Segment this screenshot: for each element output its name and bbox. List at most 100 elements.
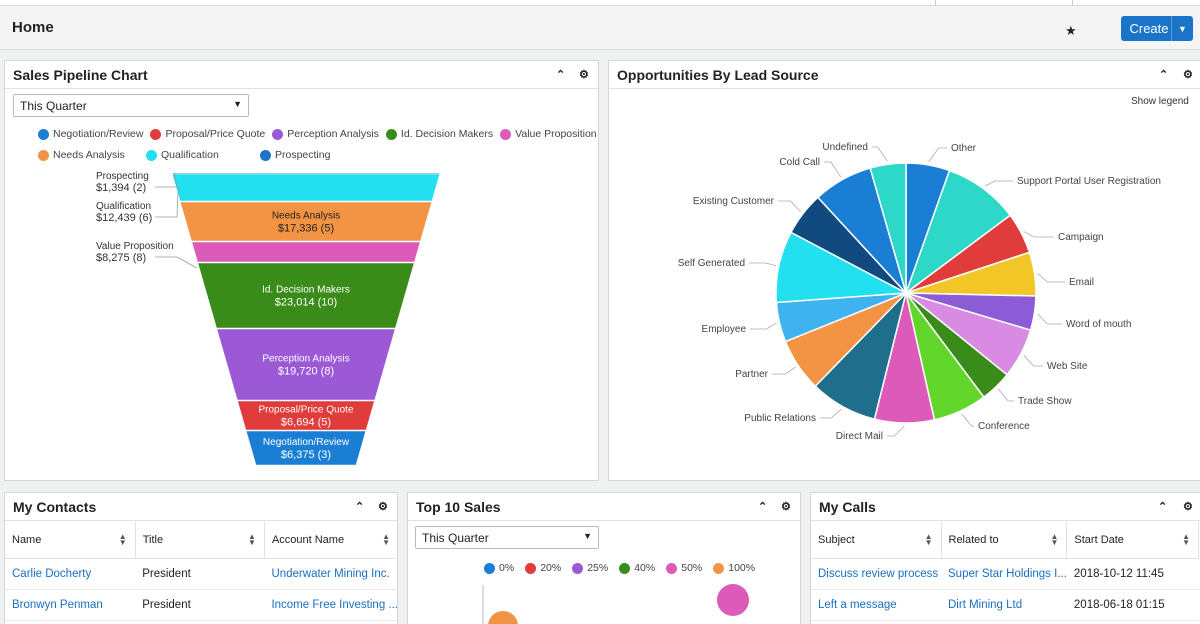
- dashlet-header: My Contacts ⌃ ⚙: [5, 493, 397, 521]
- funnel-stage-id-decision-makers[interactable]: [197, 262, 415, 329]
- contact-name-link[interactable]: Carlie Docherty: [5, 558, 136, 590]
- create-label[interactable]: Create: [1129, 21, 1169, 36]
- pie-label: Public Relations: [744, 413, 816, 424]
- top-sales-period-select[interactable]: This Quarter ▼: [415, 526, 599, 549]
- gear-icon[interactable]: ⚙: [378, 501, 388, 513]
- column-header-name[interactable]: Name ▲ ▼: [5, 522, 136, 559]
- funnel-stage-needs-analysis[interactable]: [180, 201, 432, 242]
- top-sales-legend: 0% 20% 25% 40% 50% 100%: [484, 562, 755, 574]
- divider: [935, 0, 936, 6]
- column-label: Start Date: [1074, 533, 1124, 546]
- dashlet-title: Sales Pipeline Chart: [13, 67, 148, 83]
- legend-item[interactable]: 25%: [572, 562, 608, 574]
- legend-swatch: [484, 562, 495, 574]
- sort-icon[interactable]: ▲ ▼: [1182, 532, 1190, 547]
- pie-slice-support-portal-user-registration[interactable]: [904, 169, 1012, 296]
- create-dropdown-caret-icon[interactable]: ▼: [1178, 23, 1187, 34]
- sort-icon[interactable]: ▲ ▼: [248, 532, 256, 547]
- gear-icon[interactable]: ⚙: [1183, 501, 1193, 513]
- account-link[interactable]: Income Free Investing ...: [264, 589, 398, 621]
- legend-item[interactable]: Needs Analysis: [38, 149, 146, 161]
- gear-icon[interactable]: ⚙: [579, 69, 589, 81]
- legend-swatch: [146, 149, 157, 161]
- legend-item[interactable]: Perception Analysis: [272, 128, 379, 140]
- dashlet-title: Opportunities By Lead Source: [617, 67, 819, 83]
- favorite-star-icon[interactable]: ★: [1065, 23, 1077, 38]
- legend-label: Perception Analysis: [287, 128, 379, 140]
- page-header: Home ★ Create ▼: [0, 6, 1200, 50]
- legend-item[interactable]: Proposal/Price Quote: [150, 128, 265, 140]
- sort-icon[interactable]: ▲ ▼: [382, 532, 390, 547]
- create-button[interactable]: Create ▼: [1121, 16, 1193, 41]
- funnel-stage-value: $6,694 (5): [281, 417, 331, 429]
- column-header-title[interactable]: Title ▲ ▼: [135, 522, 265, 559]
- sort-icon[interactable]: ▲ ▼: [924, 532, 933, 547]
- leader-line: [749, 262, 776, 267]
- top-strip: [0, 0, 1200, 6]
- column-header-start-date[interactable]: Start Date ▲ ▼: [1066, 522, 1199, 559]
- dashlet-title: My Contacts: [13, 499, 97, 515]
- dashlet-header: Sales Pipeline Chart ⌃ ⚙: [5, 61, 598, 89]
- pie-label: Word of mouth: [1066, 319, 1131, 330]
- sort-icon[interactable]: ▲ ▼: [1050, 532, 1059, 547]
- account-link[interactable]: Underwater Mining Inc.: [264, 558, 398, 590]
- legend-label: Proposal/Price Quote: [165, 128, 266, 140]
- legend-item[interactable]: Value Proposition: [500, 128, 597, 140]
- legend-item[interactable]: Prospecting: [260, 149, 330, 161]
- pie-slice-undefined[interactable]: [869, 162, 907, 294]
- related-link[interactable]: Dirt Mining Ltd: [941, 589, 1067, 621]
- funnel-stage-prospecting[interactable]: [171, 172, 441, 175]
- sort-icon[interactable]: ▲ ▼: [118, 532, 127, 547]
- funnel-stage-proposal-price-quote[interactable]: [237, 400, 375, 431]
- table-header-row: Name ▲ ▼ Title ▲ ▼ Account Name ▲ ▼: [5, 522, 398, 559]
- funnel-stage-value-proposition[interactable]: [191, 241, 421, 263]
- collapse-chevron-up-icon[interactable]: ⌃: [355, 501, 365, 513]
- funnel-stage-perception-analysis[interactable]: [216, 328, 396, 401]
- gear-icon[interactable]: ⚙: [1183, 69, 1193, 81]
- pipeline-legend-row: Negotiation/Review Proposal/Price Quote …: [38, 128, 597, 140]
- collapse-chevron-up-icon[interactable]: ⌃: [1159, 69, 1169, 81]
- legend-item[interactable]: 50%: [666, 562, 702, 574]
- my-calls-dashlet: My Calls ⌃ ⚙ Subject ▲ ▼ Related to ▲ ▼ Star…: [810, 492, 1200, 624]
- legend-item[interactable]: 20%: [525, 562, 561, 574]
- pie-label: Support Portal User Registration: [1017, 176, 1161, 187]
- leader-line: [155, 256, 197, 269]
- legend-swatch: [38, 128, 49, 140]
- show-legend-link[interactable]: Show legend: [1131, 96, 1189, 107]
- gear-icon[interactable]: ⚙: [781, 501, 791, 513]
- column-header-subject[interactable]: Subject ▲ ▼: [811, 522, 942, 559]
- legend-item[interactable]: Negotiation/Review: [38, 128, 143, 140]
- column-header-related[interactable]: Related to ▲ ▼: [941, 522, 1068, 559]
- pie-label: Other: [951, 143, 977, 154]
- call-subject-link[interactable]: Discuss review process: [811, 558, 941, 590]
- legend-label: Id. Decision Makers: [400, 128, 494, 140]
- legend-swatch: [666, 562, 678, 574]
- pie-label: Undefined: [822, 142, 868, 153]
- legend-item[interactable]: Id. Decision Makers: [385, 128, 494, 140]
- legend-item[interactable]: 0%: [484, 562, 514, 574]
- leader-line: [778, 200, 801, 213]
- funnel-stage-qualification[interactable]: [171, 173, 441, 202]
- sale-bubble[interactable]: [717, 584, 749, 616]
- legend-item[interactable]: 40%: [619, 562, 655, 574]
- funnel-outside-label: Value Proposition: [96, 241, 174, 252]
- legend-item[interactable]: Qualification: [146, 149, 260, 161]
- funnel-outside-label: Prospecting: [96, 171, 149, 182]
- column-header-account[interactable]: Account Name ▲ ▼: [264, 522, 398, 559]
- legend-item[interactable]: 100%: [713, 562, 755, 574]
- legend-swatch: [150, 128, 162, 140]
- pie-label: Conference: [978, 421, 1030, 432]
- pipeline-period-select[interactable]: This Quarter ▼: [13, 94, 249, 117]
- legend-swatch: [38, 149, 49, 161]
- contact-name-link[interactable]: Bronwyn Penman: [5, 589, 136, 621]
- column-label: Title: [142, 533, 164, 546]
- collapse-chevron-up-icon[interactable]: ⌃: [758, 501, 768, 513]
- pipeline-legend-row: Needs Analysis Qualification Prospecting: [38, 149, 330, 161]
- leader-line: [155, 172, 178, 188]
- collapse-chevron-up-icon[interactable]: ⌃: [556, 69, 566, 81]
- related-link[interactable]: Super Star Holdings I...: [941, 558, 1067, 590]
- collapse-chevron-up-icon[interactable]: ⌃: [1158, 501, 1168, 513]
- funnel-stage-negotiation-review[interactable]: [245, 430, 367, 466]
- sale-bubble[interactable]: [488, 611, 518, 624]
- call-subject-link[interactable]: Left a message: [811, 589, 941, 621]
